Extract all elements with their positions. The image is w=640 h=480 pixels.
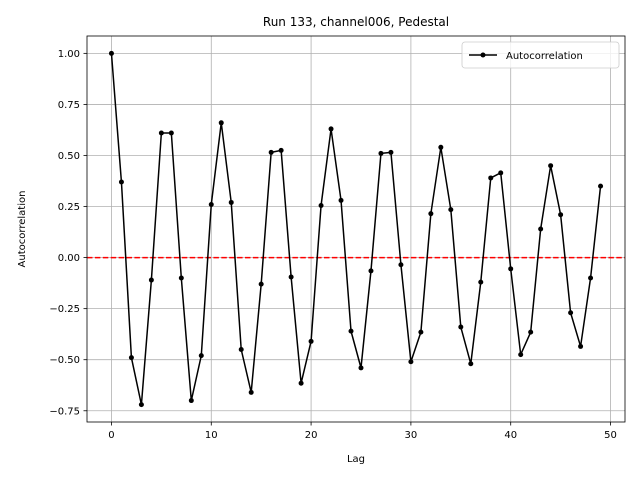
data-point (168, 130, 174, 136)
x-tick-label: 40 (504, 430, 517, 441)
data-point (388, 149, 394, 155)
data-point (468, 361, 474, 367)
y-tick-label: −0.75 (49, 406, 80, 417)
data-point (178, 275, 184, 281)
data-point (358, 365, 364, 371)
data-point (488, 175, 494, 181)
data-point (188, 398, 194, 404)
y-axis-label: Autocorrelation (17, 191, 28, 268)
y-tick-label: −0.25 (49, 304, 80, 315)
data-point (138, 402, 144, 408)
x-tick-label: 30 (405, 430, 418, 441)
data-point (428, 211, 434, 217)
x-axis-label: Lag (347, 454, 365, 465)
data-point (308, 338, 314, 344)
data-point (578, 343, 584, 349)
y-tick-label: 1.00 (58, 49, 80, 60)
data-point (408, 359, 414, 365)
data-point (378, 150, 384, 156)
data-point (258, 281, 264, 287)
series-line (110, 53, 602, 406)
series-autocorrelation (108, 50, 604, 408)
data-point (218, 120, 224, 126)
chart-title: Run 133, channel006, Pedestal (263, 15, 449, 29)
data-point (528, 329, 534, 335)
data-point (438, 144, 444, 150)
plot-frame (86, 35, 626, 423)
data-point (288, 274, 294, 280)
x-tick-label: 50 (604, 430, 617, 441)
data-point (458, 324, 464, 330)
data-point (398, 262, 404, 268)
data-point (558, 212, 564, 218)
legend-label: Autocorrelation (506, 51, 583, 62)
data-point (348, 328, 354, 334)
data-point (148, 277, 154, 283)
data-point (338, 197, 344, 203)
data-point (368, 268, 374, 274)
data-point (198, 353, 204, 359)
x-tick-label: 10 (205, 430, 218, 441)
data-point (118, 179, 124, 185)
data-point (568, 310, 574, 316)
data-point (588, 275, 594, 281)
data-point (498, 170, 504, 176)
x-tick-label: 0 (108, 430, 114, 441)
y-axis: −0.75 −0.50 −0.25 0.00 0.25 0.50 0.75 1.00 (49, 49, 87, 417)
legend: Autocorrelation (461, 41, 620, 69)
x-axis: 0 10 20 30 40 50 (108, 422, 617, 441)
y-tick-label: 0.75 (58, 100, 80, 111)
data-point (108, 50, 114, 56)
data-point (158, 130, 164, 136)
data-point (448, 207, 454, 213)
data-point (268, 149, 274, 155)
data-point (318, 203, 324, 209)
y-tick-label: −0.50 (49, 355, 80, 366)
y-tick-label: 0.25 (58, 202, 80, 213)
legend-marker (480, 52, 486, 58)
legend-box (461, 41, 620, 69)
data-point (228, 199, 234, 205)
data-point (328, 126, 334, 132)
data-point (278, 147, 284, 153)
y-tick-label: 0.00 (58, 253, 80, 264)
data-point (508, 266, 514, 272)
data-point (598, 183, 604, 189)
data-point (478, 279, 484, 285)
data-point (298, 380, 304, 386)
data-point (208, 201, 214, 207)
data-point (238, 346, 244, 352)
data-point (418, 329, 424, 335)
data-point (248, 389, 254, 395)
x-tick-label: 20 (305, 430, 318, 441)
grid (87, 36, 625, 422)
y-tick-label: 0.50 (58, 151, 80, 162)
data-point (518, 352, 524, 358)
data-point (548, 163, 554, 169)
data-point (128, 355, 134, 361)
data-point (538, 226, 544, 232)
